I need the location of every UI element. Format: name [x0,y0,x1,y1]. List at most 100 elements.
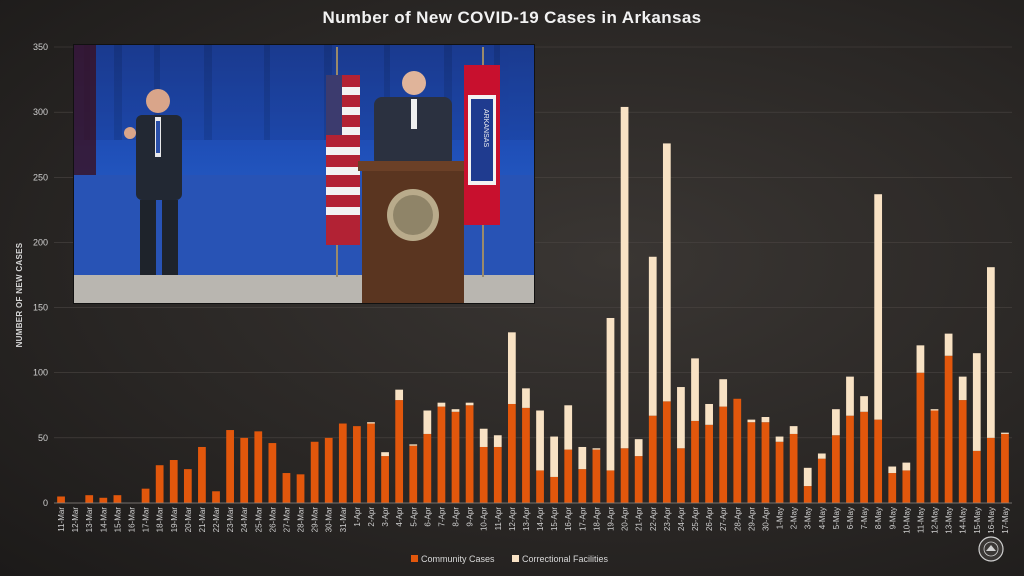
bar-correctional [564,405,573,450]
x-tick-label: 27-Mar [282,507,291,533]
bar-community [662,401,671,503]
legend: Community Cases Correctional Facilities [411,554,609,564]
bar-correctional [550,436,559,477]
x-tick-label: 29-Apr [747,507,756,531]
bar-community [240,437,249,503]
x-tick-label: 20-Mar [184,507,193,533]
bar-community [930,410,939,503]
x-tick-label: 16-Apr [564,507,573,531]
x-tick-label: 12-May [931,507,940,534]
bar-correctional [634,439,643,457]
bar-community [578,469,587,503]
x-tick-label: 19-Mar [170,507,179,533]
bar-correctional [705,403,713,425]
bar-community [592,449,601,503]
x-tick-label: 18-Apr [592,507,601,531]
bar-community [324,437,333,503]
bar-community [874,419,883,503]
x-tick-label: 1-May [776,507,785,529]
bar-community [719,406,728,503]
chart-title: Number of New COVID-19 Cases in Arkansas [322,8,702,27]
bar-correctional [465,402,474,406]
bar-community [775,441,784,503]
bar-correctional [803,467,812,487]
x-tick-label: 26-Apr [705,507,714,531]
bar-community [268,443,277,503]
x-tick-label: 8-Apr [452,507,461,527]
x-tick-label: 6-May [846,507,855,529]
arkansas-flag: ARKANSAS [464,47,500,277]
x-tick-label: 25-Mar [254,507,263,533]
bar-community [606,470,615,503]
x-tick-label: 26-Mar [268,507,277,533]
bar-community [648,415,657,503]
bar-community [155,465,164,503]
bar-correctional [451,409,460,412]
x-tick-label: 10-May [902,507,911,534]
x-tick-label: 28-Mar [297,507,306,533]
bar-community [367,423,375,503]
x-tick-label: 7-May [860,507,869,529]
x-axis-ticks: 11-Mar 12-Mar 13-Mar 14-Mar 15-Mar 16-Mar 17-M… [57,507,1010,534]
bar-correctional [930,409,939,411]
x-tick-label: 24-Mar [240,507,249,533]
governor-figure [374,71,452,167]
y-tick-label: 0 [43,498,48,508]
x-tick-label: 13-Mar [85,507,94,533]
bar-community [465,405,474,503]
bar-community [691,420,699,503]
x-tick-label: 14-Apr [536,507,545,531]
y-tick-label: 150 [33,303,48,313]
bar-correctional [888,466,897,474]
bar-community [564,449,573,503]
x-tick-label: 2-Apr [367,507,376,527]
bar-community [803,486,812,503]
bar-community [85,495,94,503]
legend-label-correctional: Correctional Facilities [522,554,609,564]
x-tick-label: 8-May [874,507,883,529]
bar-community [677,448,685,503]
x-tick-label: 29-Mar [311,507,320,533]
bar-community [113,495,122,503]
bar-correctional [1001,432,1009,434]
bar-correctional [493,435,502,447]
bar-community [916,372,925,503]
x-tick-label: 21-Mar [198,507,207,533]
bar-community [423,433,432,503]
bar-community [832,435,840,503]
bar-community [789,433,798,503]
legend-swatch-correctional [512,555,519,562]
bar-correctional [747,419,756,423]
bar-community [310,441,319,503]
bar-correctional [662,143,671,402]
x-tick-label: 28-Apr [733,507,742,531]
bar-community [860,411,868,503]
x-tick-label: 14-May [959,507,968,534]
bar-correctional [367,422,375,424]
bar-correctional [874,194,883,420]
bar-community [479,446,488,503]
state-seal-icon [978,536,1004,562]
x-tick-label: 22-Apr [649,507,658,531]
bar-community [57,496,65,503]
bar-community [733,398,742,503]
bar-community [888,473,897,503]
bar-correctional [832,409,840,436]
bar-community [296,474,305,503]
y-tick-label: 100 [33,368,48,378]
bar-community [282,473,291,503]
bar-correctional [578,446,587,470]
bar-community [747,422,756,503]
bar-community [99,497,108,503]
x-tick-label: 25-Apr [691,507,700,531]
press-briefing-video: ARKANSAS [73,44,535,304]
bar-community [846,415,854,503]
bar-correctional [761,417,770,423]
x-tick-label: 13-May [945,507,954,534]
stage-floor [74,275,534,303]
bar-community [183,469,192,503]
bar-community [972,450,981,503]
bar-community [944,355,953,503]
x-tick-label: 11-Mar [57,507,66,532]
